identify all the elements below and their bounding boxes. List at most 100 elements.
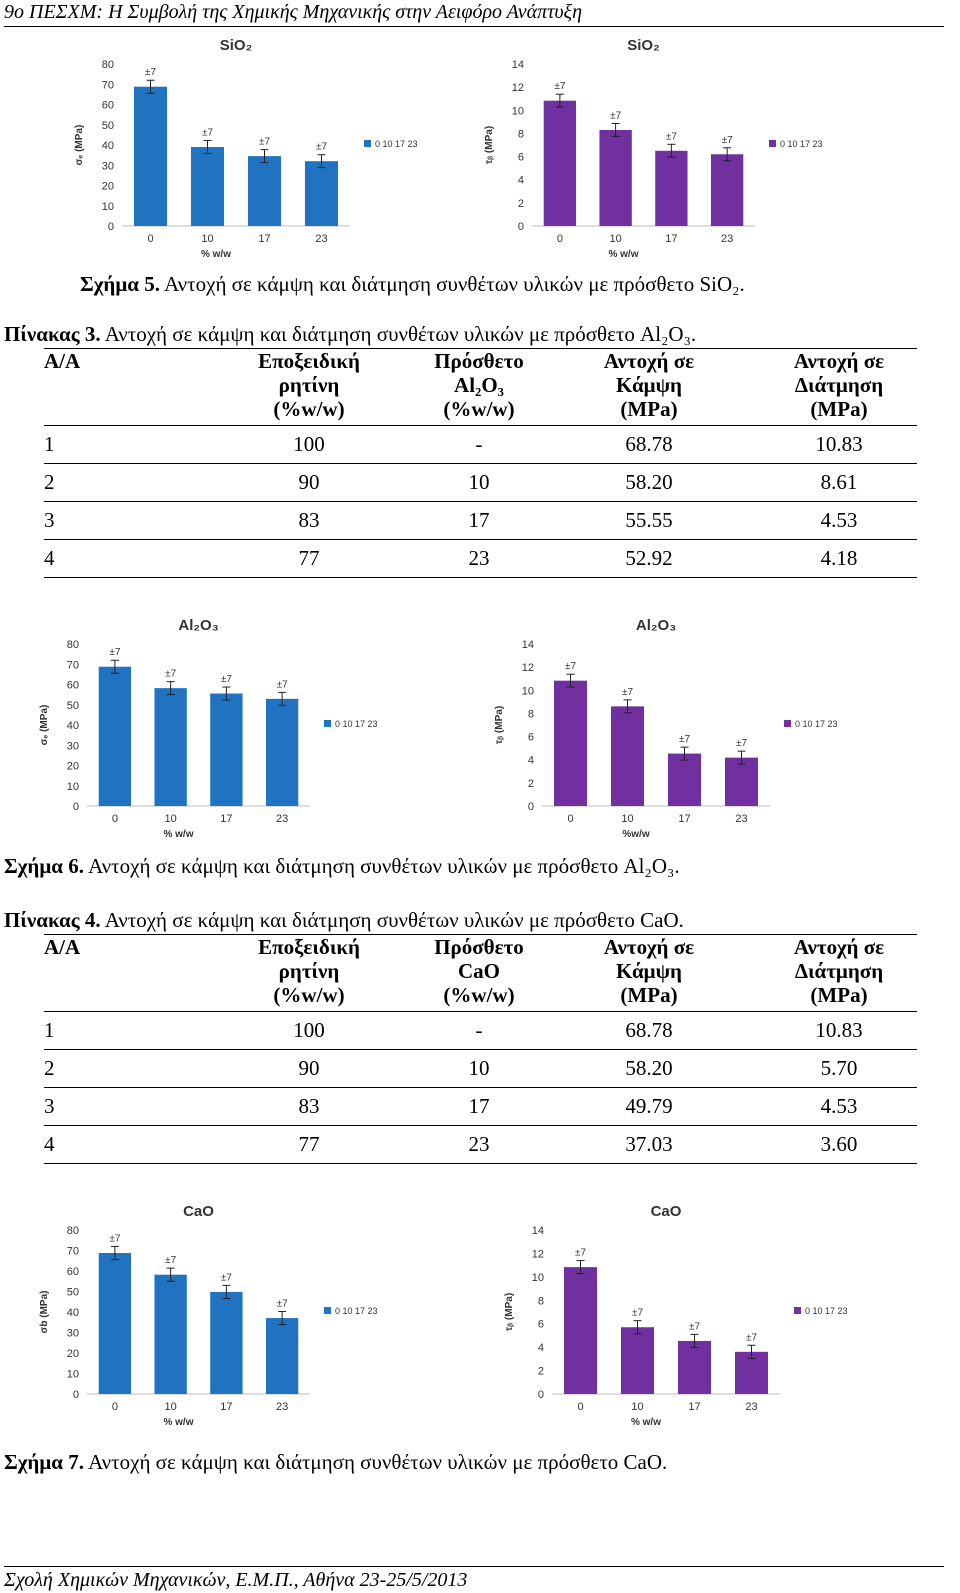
table-cell: 49.79 [625,1094,673,1118]
y-tick-label: 0 [73,801,79,813]
data-label: ±7 [679,734,690,745]
table-cell: - [475,432,483,456]
y-tick-label: 10 [102,201,114,213]
table-cell: 37.03 [625,1132,673,1156]
data-label: ±7 [165,1255,176,1266]
running-footer: Σχολή Χημικών Μηχανικών, Ε.Μ.Π., Αθήνα 2… [4,1566,944,1593]
bar [247,156,282,226]
bar [98,1253,132,1394]
bar [710,154,744,226]
y-tick-label: 6 [538,1319,544,1331]
chart-al2o3-shear: Al₂O₃ 0 2 4 6 8 10 12 14 τᵦ (MPa) ±7 0 ±7 10 ±7 17 ±7 23%… [494,617,838,840]
column-header: Αντοχή σε Κάμψη (MPa) [574,349,724,421]
x-axis-label: % w/w [163,829,193,840]
table-cell: 3 [44,508,55,532]
column-header-line: (MPa) [620,397,678,421]
x-tick-label: 10 [165,813,177,825]
column-header-line: (MPa) [810,983,868,1007]
y-axis-label: σₑ (MPa) [39,705,50,746]
legend-swatch [794,1307,801,1314]
figure-5-caption: Σχήμα 5. Αντοχή σε κάμψη και διάτμηση συ… [80,272,745,297]
data-label: ±7 [277,1299,288,1310]
data-label: ±7 [202,128,213,139]
table-cell: 100 [293,432,325,456]
data-label: ±7 [145,67,156,78]
y-tick-label: 10 [532,1272,544,1284]
table-cell: 5.70 [820,1056,858,1080]
x-tick-label: 0 [112,813,118,825]
table-row: 3 83 17 49.79 4.53 [44,1087,917,1125]
data-label: ±7 [722,135,733,146]
column-header-line: Αντοχή σε [603,349,695,373]
table-cell: 2 [44,470,55,494]
table-cell: 77 [298,546,320,570]
table-cell: 1 [44,1018,55,1042]
x-tick-label: 0 [557,233,563,245]
table-cell: 83 [298,1094,320,1118]
column-header-line: (%w/w) [273,983,345,1007]
bar [190,147,225,226]
y-axis-label: τᵦ (MPa) [504,1293,515,1331]
bar [620,1327,655,1394]
y-tick-label: 14 [512,59,524,71]
x-tick-label: 0 [112,1401,118,1413]
y-tick-label: 12 [532,1248,544,1260]
table-3-text: Αντοχή σε κάμψη και διάτμηση συνθέτων υλ… [104,322,697,346]
table-3-label: Πίνακας 3. [4,322,101,346]
table-4-text: Αντοχή σε κάμψη και διάτμηση συνθέτων υλ… [104,908,684,932]
chart-title: CaO [651,1203,682,1220]
legend-label: 0 10 17 23 [805,1306,848,1316]
table-cell: 4 [44,1132,55,1156]
figure-7-text: Αντοχή σε κάμψη και διάτμηση συνθέτων υλ… [88,1450,668,1474]
chart-cao-flexural: CaO 0 10 20 30 40 50 60 70 80 σb (MPa) ±7 0 ±7 10 ±7 17 ±… [39,1203,378,1428]
data-label: ±7 [316,142,327,153]
x-tick-label: 10 [201,233,213,245]
bar [304,161,339,226]
chart-sio2-flexural: SiO₂ 0 10 20 30 40 50 60 70 80 σₑ (MPa) ±7 0 ±7 10 ±7 17… [74,37,418,260]
column-header-line: (MPa) [620,983,678,1007]
table-cell: 100 [293,1018,325,1042]
bar [265,698,299,806]
y-tick-label: 70 [67,659,79,671]
y-tick-label: 60 [102,100,114,112]
data-label: ±7 [689,1321,700,1332]
y-tick-label: 8 [518,128,524,140]
y-tick-label: 4 [528,755,534,767]
y-tick-label: 0 [528,801,534,813]
y-tick-label: 40 [67,720,79,732]
chart-title: Al₂O₃ [636,617,676,634]
legend-swatch [784,720,791,727]
column-header-line: ρητίνη [278,959,340,983]
y-tick-label: 20 [102,181,114,193]
x-axis-label: % w/w [201,249,231,260]
bar [154,688,187,806]
data-label: ±7 [221,1272,232,1283]
column-header-line: Αντοχή σε [793,935,885,959]
chart-title: SiO₂ [220,37,253,54]
y-tick-label: 70 [102,79,114,91]
legend-label: 0 10 17 23 [375,139,418,149]
y-tick-label: 50 [67,700,79,712]
y-tick-label: 6 [518,152,524,164]
y-tick-label: 10 [522,685,534,697]
table-cell: 10.83 [815,432,863,456]
x-tick-label: 23 [315,233,327,245]
data-label: ±7 [575,1248,586,1259]
y-tick-label: 40 [67,1307,79,1319]
bar [599,129,632,226]
x-tick-label: 17 [665,233,677,245]
y-tick-label: 2 [538,1366,544,1378]
x-tick-label: 23 [276,813,288,825]
table-cell: 3.60 [820,1132,858,1156]
table-row: 4 77 23 52.92 4.18 [44,539,917,578]
bar [210,1291,243,1394]
y-tick-label: 14 [532,1225,544,1237]
figure-7-label: Σχήμα 7. [4,1450,84,1474]
figure-5-text: Αντοχή σε κάμψη και διάτμηση συνθέτων υλ… [164,272,745,296]
figure-6-text: Αντοχή σε κάμψη και διάτμηση συνθέτων υλ… [88,854,680,878]
table-cell: - [475,1018,483,1042]
figure-7-caption: Σχήμα 7. Αντοχή σε κάμψη και διάτμηση συ… [4,1450,667,1475]
column-header-line: Διάτμηση [794,959,884,983]
column-header-line: Εποξειδική [258,935,360,959]
chart-title: Al₂O₃ [178,617,218,634]
